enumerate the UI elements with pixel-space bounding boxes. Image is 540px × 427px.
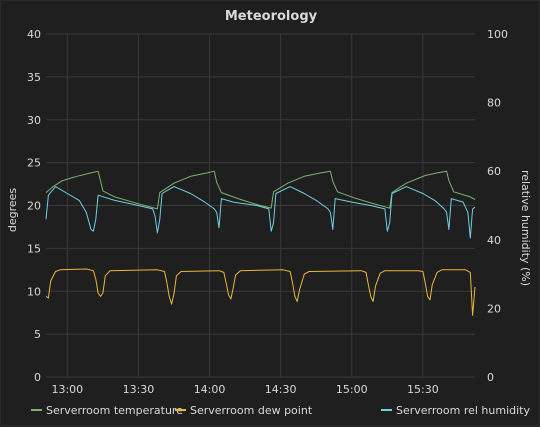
y2-tick-label: 20: [487, 302, 501, 315]
x-tick-label: 14:30: [265, 383, 297, 396]
series-lines: [45, 170, 476, 316]
y-tick-label: 30: [27, 114, 41, 127]
right-axis-label: relative humidity (%): [519, 170, 532, 286]
series-line-serverroom-temperature[interactable]: [45, 170, 476, 210]
legend-item-temperature[interactable]: Serverroom temperature: [31, 403, 183, 417]
y-tick-label: 20: [27, 200, 41, 213]
y-tick-label: 10: [27, 285, 41, 298]
x-tick-label: 13:00: [51, 383, 83, 396]
y2-tick-label: 0: [487, 371, 494, 384]
y-tick-label: 15: [27, 242, 41, 255]
panel-title[interactable]: Meteorology: [224, 9, 318, 24]
legend-swatch: [31, 409, 42, 411]
y-tick-label: 0: [34, 371, 41, 384]
legend-swatch: [175, 409, 186, 411]
y-tick-label: 40: [27, 28, 41, 41]
x-tick-label: 15:00: [336, 383, 368, 396]
legend-label: Serverroom temperature: [46, 403, 183, 417]
legend-label: Serverroom dew point: [190, 403, 313, 417]
left-axis-label: degrees: [6, 188, 19, 233]
left-axis-ticks: 0 5 10 15 20 25 30 35 40: [27, 28, 41, 384]
right-axis-ticks: 0 20 40 60 80 100: [487, 28, 508, 384]
x-tick-label: 14:00: [194, 383, 226, 396]
legend-item-rel-humidity[interactable]: Serverroom rel humidity: [381, 403, 530, 417]
y2-tick-label: 100: [487, 28, 508, 41]
x-axis-ticks: 13:00 13:30 14:00 14:30 15:00 15:30: [51, 383, 438, 396]
y2-tick-label: 80: [487, 97, 501, 110]
legend-swatch: [381, 409, 392, 411]
series-line-serverroom-rel-humidity[interactable]: [45, 186, 476, 239]
x-tick-label: 13:30: [123, 383, 155, 396]
grid: [46, 33, 475, 378]
y2-tick-label: 60: [487, 165, 501, 178]
y2-tick-label: 40: [487, 234, 501, 247]
legend-label: Serverroom rel humidity: [396, 403, 531, 417]
y-tick-label: 35: [27, 71, 41, 84]
x-tick-label: 15:30: [407, 383, 439, 396]
y-tick-label: 25: [27, 157, 41, 170]
legend-item-dew-point[interactable]: Serverroom dew point: [175, 403, 312, 417]
y-tick-label: 5: [34, 328, 41, 341]
series-line-serverroom-dew-point[interactable]: [45, 268, 476, 316]
